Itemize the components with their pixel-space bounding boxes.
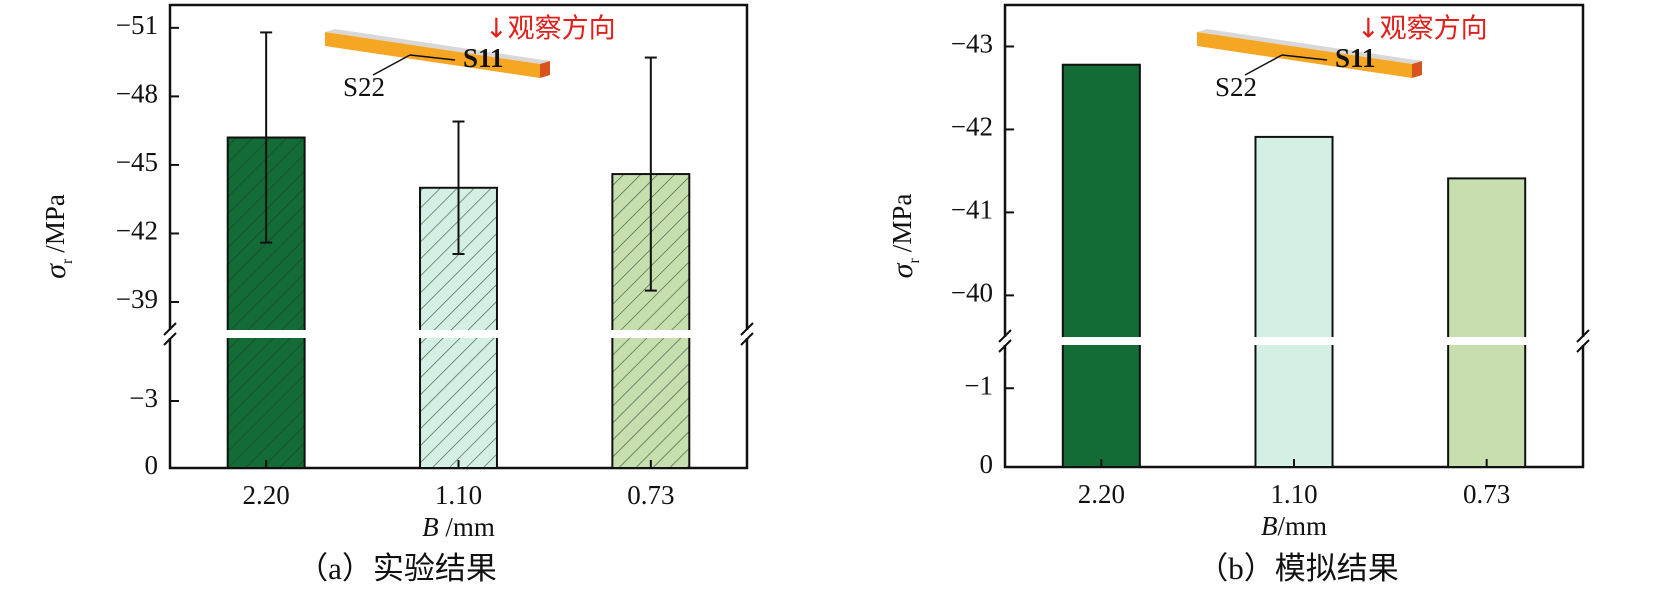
- axis-break-gap: [1580, 337, 1586, 345]
- x-label-symbol: B: [422, 512, 439, 542]
- bar: [1061, 63, 1141, 468]
- axis-break-gap: [225, 330, 307, 338]
- caption: （a）实验结果: [297, 551, 497, 586]
- axis-break-mark: [163, 322, 177, 336]
- inset: S11 S22 ↓观察方向: [325, 14, 616, 102]
- y-label-unit: /MPa: [887, 194, 917, 253]
- x-label-symbol: B: [1261, 511, 1278, 541]
- axis-break-gap: [744, 330, 750, 338]
- y-label-subscript: r: [906, 258, 923, 264]
- beam-end: [540, 61, 550, 78]
- y-tick-label: −40: [951, 278, 993, 308]
- axis-break-gap: [1253, 337, 1335, 345]
- axis-break-mark: [998, 339, 1012, 353]
- axis-break-gap: [1002, 337, 1008, 345]
- beam-top: [325, 29, 550, 64]
- y-axis-label: σr/MPa: [886, 194, 923, 279]
- y-tick-label: −3: [129, 383, 158, 413]
- x-tick-label: 0.73: [1463, 479, 1510, 509]
- s11-label: S11: [1335, 43, 1376, 73]
- axis-break-gap: [418, 330, 499, 338]
- x-tick-label: 2.20: [243, 480, 290, 510]
- y-label-symbol: σ: [39, 263, 72, 279]
- y-label-subscript: r: [59, 258, 76, 264]
- y-tick-label: −42: [951, 112, 993, 142]
- beam: [325, 32, 540, 78]
- x-tick-label: 1.10: [435, 480, 482, 510]
- s22-leader: [1244, 54, 1283, 76]
- y-tick-label: −43: [951, 29, 993, 59]
- s22-label: S22: [343, 72, 385, 102]
- axis-break-mark: [1576, 329, 1590, 343]
- s22-leader: [372, 54, 411, 76]
- inset: S11 S22 ↓观察方向: [1197, 14, 1488, 102]
- y-tick-label: −51: [116, 10, 158, 40]
- y-tick-label: 0: [145, 450, 159, 480]
- axis-break-mark: [998, 329, 1012, 343]
- y-tick-label: −1: [964, 370, 993, 400]
- y-tick-label: −48: [116, 79, 158, 109]
- x-tick-label: 0.73: [627, 480, 674, 510]
- beam-top: [1197, 29, 1422, 64]
- x-axis-label: B/mm: [1261, 511, 1327, 541]
- s11-arrow: [1281, 54, 1328, 61]
- x-label-unit: /mm: [439, 512, 495, 542]
- axis-break-gap: [167, 330, 173, 338]
- y-axis-label: σr/MPa: [39, 194, 76, 279]
- y-tick-label: −45: [116, 147, 158, 177]
- direction-label: ↓观察方向: [485, 14, 616, 45]
- bar: [1447, 177, 1527, 469]
- axis-break-gap: [1446, 337, 1528, 345]
- s22-label: S22: [1215, 72, 1257, 102]
- axis-break-mark: [1576, 339, 1590, 353]
- y-tick-label: −39: [116, 284, 158, 314]
- s11-arrow: [409, 54, 456, 61]
- bar: [1254, 135, 1334, 469]
- beam-end: [1412, 61, 1422, 78]
- y-tick-label: 0: [980, 449, 994, 479]
- axis-break-gap: [1060, 337, 1142, 345]
- beam: [1197, 32, 1412, 78]
- y-tick-label: −42: [116, 216, 158, 246]
- x-tick-label: 1.10: [1270, 479, 1317, 509]
- x-label-unit: /mm: [1277, 511, 1327, 541]
- s11-label: S11: [463, 43, 504, 73]
- x-tick-label: 2.20: [1078, 479, 1125, 509]
- axis-break-mark: [740, 322, 754, 336]
- y-label-symbol: σ: [886, 262, 919, 278]
- axis-break-mark: [163, 332, 177, 346]
- y-tick-label: −41: [951, 195, 993, 225]
- caption: （b）模拟结果: [1197, 551, 1399, 586]
- axis-break-mark: [740, 332, 754, 346]
- x-axis-label: B /mm: [422, 512, 495, 542]
- y-label-unit: /MPa: [40, 194, 70, 253]
- direction-label: ↓观察方向: [1357, 14, 1488, 45]
- axis-break-gap: [610, 330, 692, 338]
